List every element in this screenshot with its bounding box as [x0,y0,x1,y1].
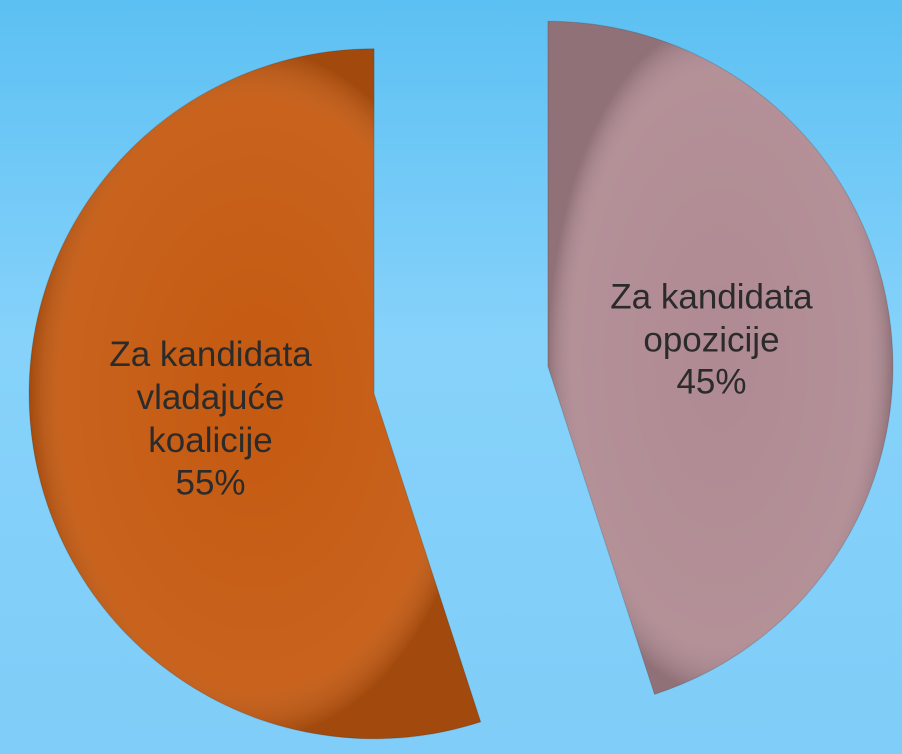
slice-value-label: 45% [676,362,747,402]
slice-category: Za kandidata vladajuće koalicije [109,335,312,460]
slice-value-label: 55% [175,463,246,503]
slice-category: Za kandidata opozicije [610,277,813,359]
